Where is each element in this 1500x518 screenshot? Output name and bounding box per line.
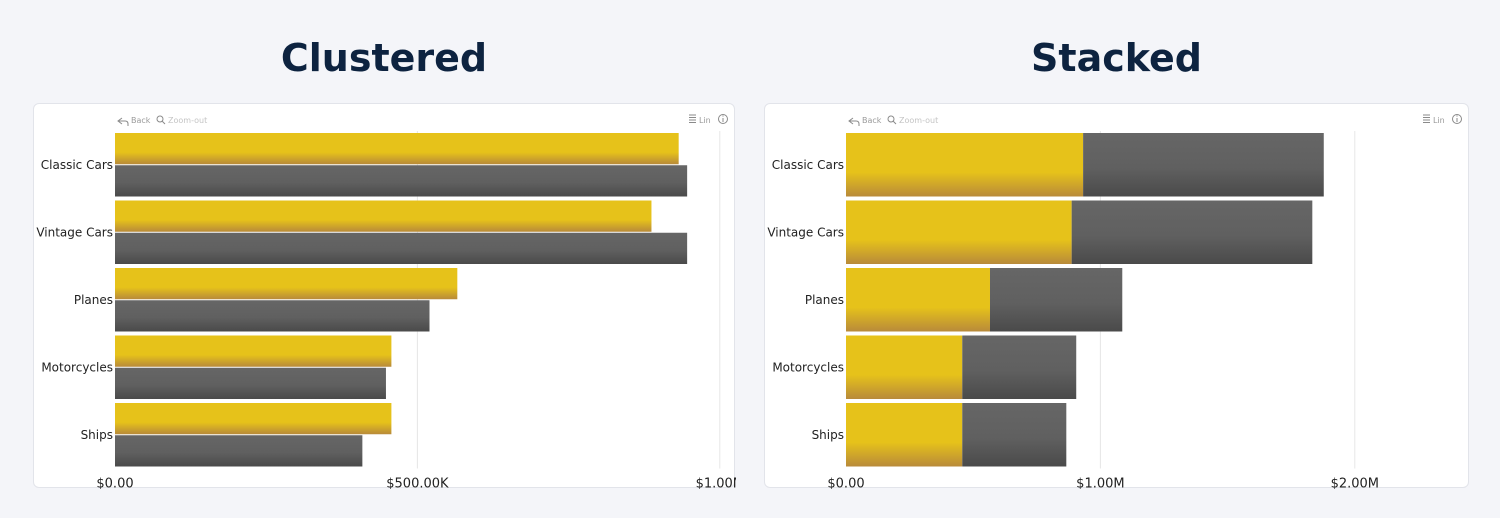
zoom-out-button[interactable]: Zoom-out bbox=[887, 115, 938, 125]
x-tick-label: $1.00M bbox=[696, 477, 736, 490]
bar-series-2-vintage-cars[interactable] bbox=[1071, 200, 1313, 265]
scale-label: Lin bbox=[1433, 116, 1445, 125]
bar-series-2-classic-cars[interactable] bbox=[115, 165, 688, 197]
bar-series-1-vintage-cars[interactable] bbox=[846, 200, 1072, 265]
category-label-vintage-cars: Vintage Cars bbox=[767, 225, 844, 239]
back-button[interactable]: Back bbox=[117, 116, 151, 126]
bars bbox=[846, 133, 1324, 467]
bar-series-1-planes[interactable] bbox=[846, 268, 990, 332]
zoom-out-label: Zoom-out bbox=[899, 116, 938, 125]
category-label-ships: Ships bbox=[812, 428, 844, 442]
chart-card-clustered: Back Zoom-out Lin Classic Cars Vintage Cars P… bbox=[33, 103, 736, 490]
bar-series-1-motorcycles[interactable] bbox=[115, 335, 392, 367]
bar-series-2-vintage-cars[interactable] bbox=[115, 232, 688, 264]
zoom-out-button[interactable]: Zoom-out bbox=[156, 115, 207, 125]
scale-toggle[interactable]: Lin bbox=[689, 114, 711, 125]
back-label: Back bbox=[131, 116, 151, 125]
back-label: Back bbox=[862, 116, 882, 125]
category-label-classic-cars: Classic Cars bbox=[41, 158, 113, 172]
zoom-out-label: Zoom-out bbox=[168, 116, 207, 125]
back-arrow-icon bbox=[848, 117, 860, 126]
x-tick-label: $500.00K bbox=[386, 477, 449, 490]
back-arrow-icon bbox=[117, 117, 129, 126]
bar-series-2-motorcycles[interactable] bbox=[962, 335, 1077, 400]
stacked-chart-svg: Back Zoom-out Lin Classic Cars Vintage Cars P… bbox=[767, 114, 1462, 490]
bar-series-2-planes[interactable] bbox=[115, 300, 430, 332]
bar-series-2-planes[interactable] bbox=[989, 268, 1123, 332]
x-tick-label: $0.00 bbox=[96, 477, 133, 490]
bar-series-2-motorcycles[interactable] bbox=[115, 367, 386, 399]
bar-series-1-vintage-cars[interactable] bbox=[115, 200, 652, 232]
scale-label: Lin bbox=[699, 116, 711, 125]
info-icon[interactable] bbox=[1452, 114, 1462, 124]
category-label-motorcycles: Motorcycles bbox=[41, 360, 113, 374]
bars bbox=[115, 133, 688, 467]
back-button[interactable]: Back bbox=[848, 116, 882, 126]
bar-series-1-motorcycles[interactable] bbox=[846, 335, 963, 400]
category-label-motorcycles: Motorcycles bbox=[772, 360, 844, 374]
chart-title-clustered: Clustered bbox=[280, 36, 488, 80]
category-label-vintage-cars: Vintage Cars bbox=[36, 225, 113, 239]
x-tick-label: $0.00 bbox=[827, 477, 864, 490]
bar-series-2-ships[interactable] bbox=[115, 435, 363, 467]
x-tick-label: $2.00M bbox=[1331, 477, 1379, 490]
chart-toolbar: Back Zoom-out Lin bbox=[848, 114, 1462, 126]
scale-toggle[interactable]: Lin bbox=[1423, 114, 1445, 125]
list-icon bbox=[1423, 114, 1430, 123]
bar-series-1-classic-cars[interactable] bbox=[115, 133, 679, 165]
list-icon bbox=[689, 114, 696, 123]
bar-series-1-ships[interactable] bbox=[115, 403, 392, 435]
chart-toolbar: Back Zoom-out Lin bbox=[117, 114, 728, 126]
chart-card-stacked: Back Zoom-out Lin Classic Cars Vintage Cars P… bbox=[764, 103, 1469, 490]
category-label-planes: Planes bbox=[805, 293, 844, 307]
magnifier-icon bbox=[887, 115, 897, 125]
x-tick-label: $1.00M bbox=[1076, 477, 1124, 490]
clustered-chart-svg: Back Zoom-out Lin Classic Cars Vintage Cars P… bbox=[36, 114, 736, 490]
bar-series-1-ships[interactable] bbox=[846, 403, 963, 467]
category-label-classic-cars: Classic Cars bbox=[772, 158, 844, 172]
category-label-ships: Ships bbox=[81, 428, 113, 442]
bar-series-1-classic-cars[interactable] bbox=[846, 133, 1084, 197]
chart-title-stacked: Stacked bbox=[1031, 36, 1202, 80]
bar-series-2-classic-cars[interactable] bbox=[1083, 133, 1324, 197]
info-icon[interactable] bbox=[718, 114, 728, 124]
bar-series-1-planes[interactable] bbox=[115, 268, 458, 300]
bar-series-2-ships[interactable] bbox=[962, 403, 1067, 467]
category-label-planes: Planes bbox=[74, 293, 113, 307]
magnifier-icon bbox=[156, 115, 166, 125]
